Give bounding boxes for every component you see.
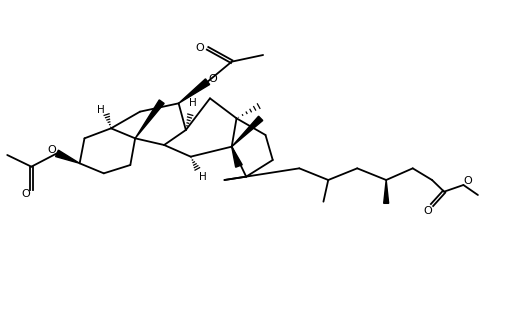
Text: O: O <box>463 176 472 186</box>
Polygon shape <box>135 100 164 138</box>
Polygon shape <box>232 116 263 147</box>
Text: O: O <box>21 189 30 199</box>
Text: O: O <box>195 43 204 53</box>
Text: O: O <box>208 74 217 84</box>
Text: H: H <box>98 105 105 115</box>
Text: O: O <box>48 145 56 155</box>
Text: H: H <box>189 98 197 108</box>
Polygon shape <box>232 147 242 167</box>
Polygon shape <box>178 79 210 103</box>
Polygon shape <box>384 180 389 203</box>
Polygon shape <box>56 150 80 163</box>
Text: H: H <box>199 172 207 182</box>
Text: O: O <box>424 206 432 216</box>
